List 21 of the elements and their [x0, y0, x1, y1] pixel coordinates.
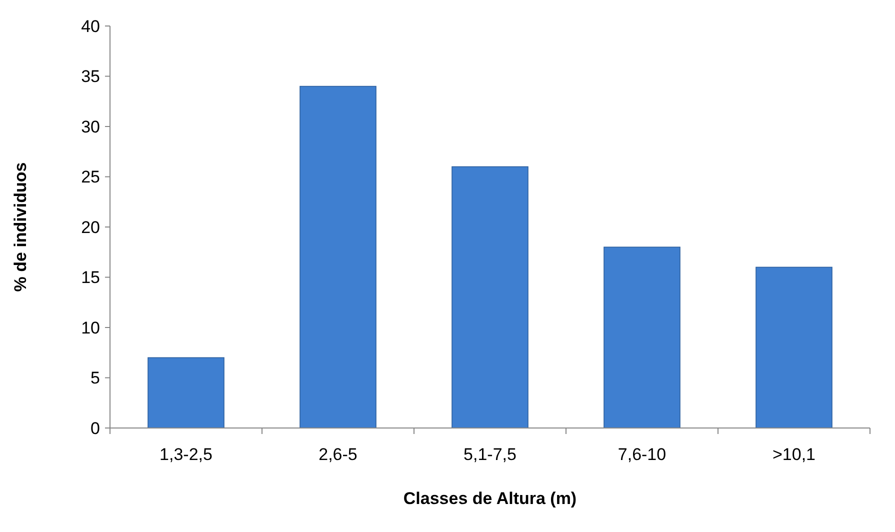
x-tick-label: 2,6-5 [318, 445, 358, 464]
y-tick-label: 20 [81, 218, 100, 237]
bar [300, 86, 376, 428]
bar [452, 166, 528, 428]
y-tick-label: 35 [81, 67, 100, 86]
y-tick-label: 10 [81, 318, 100, 338]
x-tick-label: 7,6-10 [618, 445, 666, 464]
x-axis-title: Classes de Altura (m) [403, 489, 577, 508]
bar [756, 266, 832, 428]
y-tick-label: 30 [81, 117, 100, 136]
x-tick-label: 5,1-7,5 [464, 445, 516, 464]
y-tick-label: 25 [81, 168, 100, 187]
bar [604, 246, 680, 428]
y-tick-label: 15 [81, 268, 100, 288]
y-tick-label: 0 [90, 418, 100, 438]
x-tick-label: 1,3-2,5 [160, 445, 212, 464]
bar [148, 357, 224, 428]
y-tick-label: 5 [90, 368, 100, 388]
y-tick-label: 40 [81, 16, 100, 36]
y-axis-title: % de individuos [11, 162, 30, 292]
x-tick-label: >10,1 [772, 445, 816, 464]
